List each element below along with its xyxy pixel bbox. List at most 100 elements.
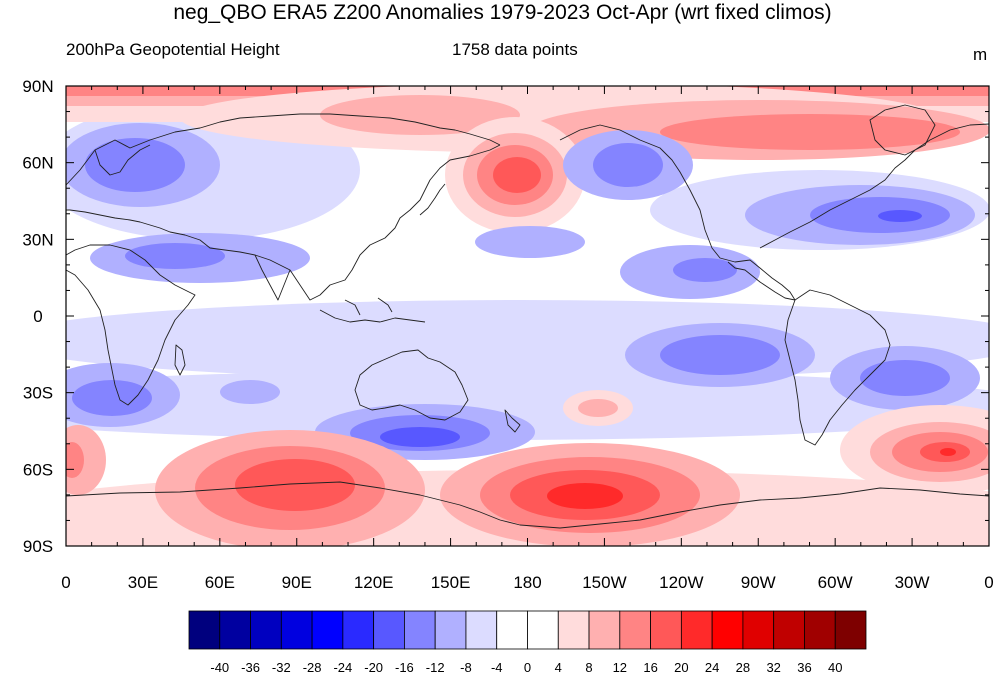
colorbar-label: 0: [524, 660, 531, 675]
colorbar-box: [527, 610, 559, 650]
colorbar-label: -24: [333, 660, 352, 675]
anomaly-contour: [878, 210, 922, 222]
colorbar-label: 16: [643, 660, 657, 675]
colorbar-box: [404, 610, 436, 650]
anomaly-contour: [578, 399, 618, 417]
x-tick-label: 120W: [659, 573, 703, 592]
colorbar-box: [742, 610, 775, 650]
colorbar-label: -8: [460, 660, 472, 675]
anomaly-field: [66, 86, 989, 546]
x-tick-label: 30E: [128, 573, 158, 592]
colorbar-label: -36: [241, 660, 260, 675]
anomaly-contour: [125, 243, 225, 269]
colorbar-box: [250, 610, 282, 650]
colorbar-box: [650, 610, 682, 650]
coastlines: [66, 104, 989, 529]
colorbar-label: 32: [766, 660, 780, 675]
units-label: m: [973, 45, 988, 64]
x-tick-label: 120E: [354, 573, 394, 592]
colorbar-label: 4: [555, 660, 562, 675]
anomaly-contour: [320, 95, 520, 135]
colorbar-box: [434, 610, 467, 650]
colorbar-box: [373, 610, 405, 650]
colorbar-label: -40: [210, 660, 229, 675]
colorbar-box: [342, 610, 375, 650]
colorbar-label: 8: [585, 660, 592, 675]
anomaly-contour: [380, 427, 460, 447]
x-tick-label: 0: [984, 573, 993, 592]
x-tick-label: 0: [61, 573, 70, 592]
anomaly-contour: [66, 370, 989, 440]
colorbar-box: [773, 610, 805, 650]
x-axis-labels: 0 30E 60E 90E 120E 150E 180 150W 120W 90W 60W 30W 0: [61, 573, 993, 592]
colorbar-label: 20: [674, 660, 688, 675]
anomaly-contour: [66, 442, 84, 478]
colorbar-box: [188, 610, 221, 650]
x-tick-label: 150E: [431, 573, 471, 592]
y-tick-label: 30S: [23, 384, 53, 403]
coastline-india: [254, 254, 291, 301]
colorbar-label: -4: [491, 660, 503, 675]
anomaly-contour: [72, 380, 152, 416]
axis-ticks: [65, 85, 990, 547]
coastline-australia: [354, 349, 469, 421]
colorbar-label: 40: [828, 660, 842, 675]
y-tick-label: 90S: [23, 537, 53, 556]
coastline-antarctica: [66, 481, 989, 529]
anomaly-contour: [940, 448, 956, 456]
colorbar-label: 28: [736, 660, 750, 675]
map-area: [65, 85, 990, 547]
colorbar: -40 -36 -32 -28 -24 -20 -16 -12 -8 -4 0 4 8 12 16 20 24 2…: [188, 610, 867, 675]
y-tick-label: 60N: [22, 154, 53, 173]
colorbar-box: [711, 610, 744, 650]
y-axis-labels: 90N 60N 30N 0 30S 60S 90S: [22, 77, 53, 556]
colorbar-label: -12: [426, 660, 445, 675]
coastline-japan: [419, 183, 446, 216]
colorbar-label: -28: [303, 660, 322, 675]
x-tick-label: 60W: [818, 573, 853, 592]
anomaly-contour: [593, 143, 663, 187]
coastline-eurasia-north: [66, 113, 501, 186]
colorbar-box: [311, 610, 344, 650]
anomaly-contour: [220, 380, 280, 404]
center-subtitle: 1758 data points: [452, 40, 578, 59]
coastline-south-america: [784, 289, 891, 446]
coastline-africa: [66, 244, 196, 406]
anomaly-contour: [85, 138, 185, 192]
x-tick-label: 150W: [582, 573, 626, 592]
anomaly-contour: [475, 226, 585, 258]
colorbar-label: -16: [395, 660, 414, 675]
anomaly-contour: [860, 360, 950, 396]
colorbar-label: -32: [272, 660, 291, 675]
y-tick-label: 30N: [22, 230, 53, 249]
coastline-eurasia-east: [66, 144, 501, 301]
anomaly-contour: [660, 114, 960, 150]
colorbar-label: 24: [705, 660, 719, 675]
colorbar-box: [804, 610, 836, 650]
colorbar-label: -20: [364, 660, 383, 675]
plot-title: neg_QBO ERA5 Z200 Anomalies 1979-2023 Oc…: [173, 1, 832, 24]
colorbar-box: [280, 610, 313, 650]
x-tick-label: 90E: [282, 573, 312, 592]
anomaly-contour: [493, 157, 541, 193]
x-tick-label: 30W: [895, 573, 930, 592]
left-subtitle: 200hPa Geopotential Height: [66, 40, 280, 59]
anomaly-contour: [235, 459, 355, 511]
anomaly-contour: [673, 258, 737, 282]
coastline-indonesia: [319, 297, 426, 323]
coastline-scandinavia: [94, 144, 151, 176]
y-tick-label: 90N: [22, 77, 53, 96]
x-tick-label: 60E: [205, 573, 235, 592]
colorbar-box: [219, 610, 251, 650]
colorbar-box: [680, 610, 713, 650]
colorbar-box: [588, 610, 621, 650]
y-tick-label: 60S: [23, 460, 53, 479]
colorbar-label: 12: [613, 660, 627, 675]
colorbar-box: [465, 610, 498, 650]
coastline-new-zealand: [504, 409, 521, 433]
colorbar-box: [619, 610, 651, 650]
anomaly-contour: [660, 335, 780, 375]
anomaly-contour: [66, 425, 106, 495]
coastline-greenland: [869, 104, 936, 156]
